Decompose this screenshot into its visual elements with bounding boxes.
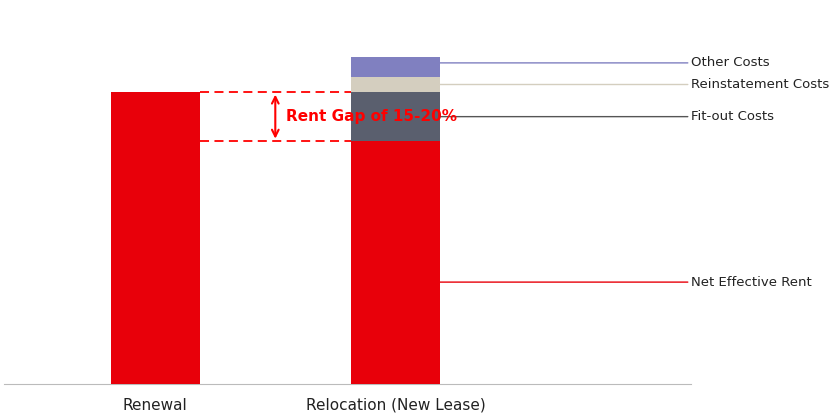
Bar [351, 92, 440, 141]
Text: Other Costs: Other Costs [440, 56, 769, 69]
Text: Net Effective Rent: Net Effective Rent [440, 276, 811, 289]
Bar [351, 57, 440, 77]
Bar [111, 92, 200, 384]
Bar [351, 141, 440, 384]
Text: Fit-out Costs: Fit-out Costs [440, 110, 774, 123]
Text: Reinstatement Costs: Reinstatement Costs [440, 78, 829, 91]
Bar [351, 77, 440, 92]
Text: Rent Gap of 15-20%: Rent Gap of 15-20% [286, 109, 456, 124]
